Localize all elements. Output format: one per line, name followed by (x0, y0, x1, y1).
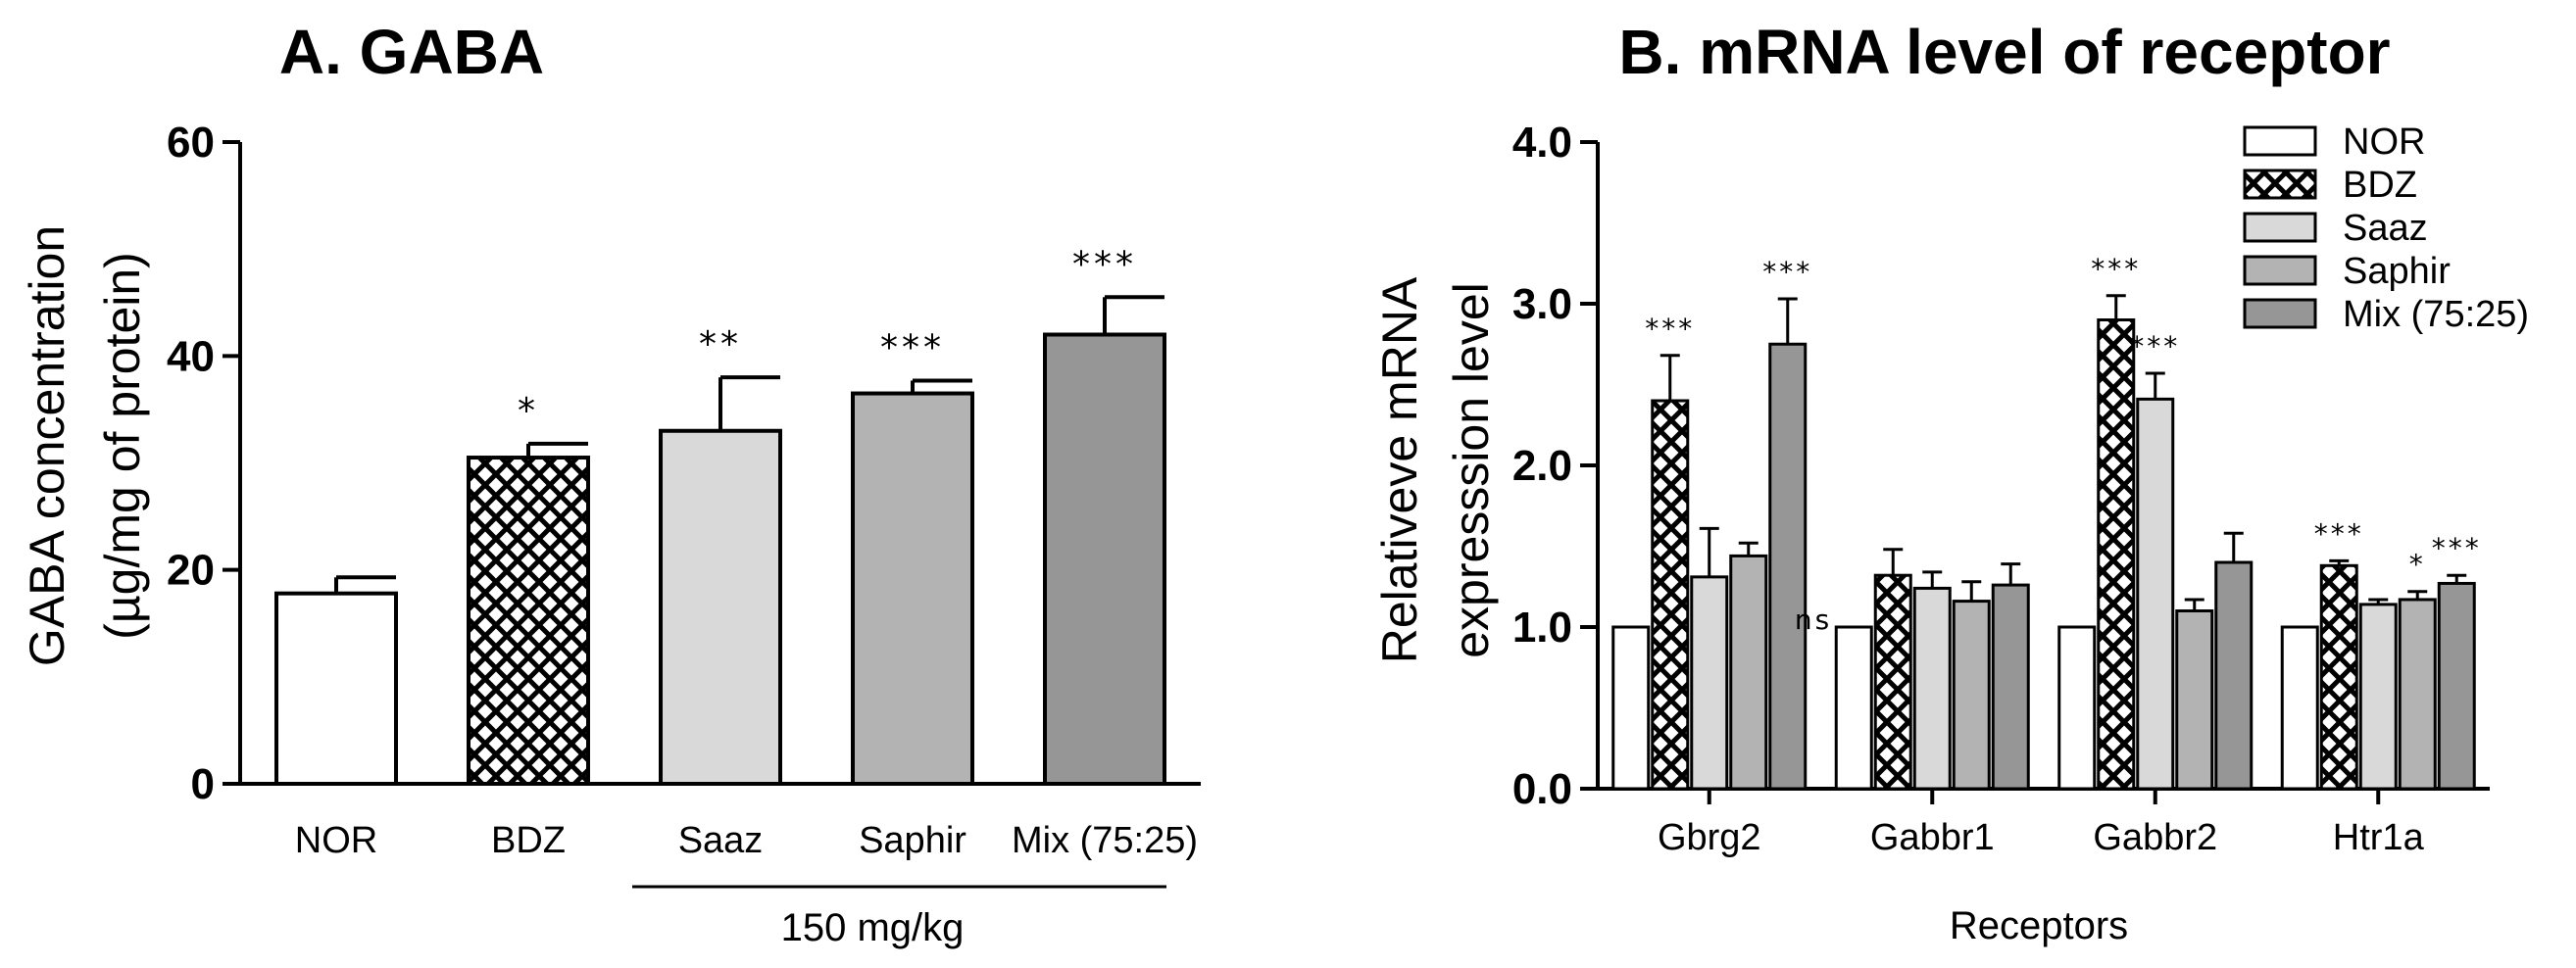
chart-b-title: B. mRNA level of receptor (1618, 17, 2390, 87)
chart-b-legend-swatch (2243, 298, 2317, 329)
chart-b-bar (2175, 609, 2214, 791)
chart-a-xtick-label: NOR (295, 820, 377, 861)
chart-b-bar (2437, 581, 2476, 791)
chart-b-legend-label: NOR (2343, 121, 2425, 163)
chart-a-ytick-label: 0 (191, 760, 215, 808)
chart-b-bar (1729, 554, 1768, 791)
chart-b-xtick-label: Htr1a (2333, 817, 2425, 858)
chart-a-bar (1043, 332, 1166, 786)
chart-b-significance: *** (2091, 253, 2141, 285)
chart-b-bar (1651, 399, 1690, 791)
chart-b-ytick-label: 3.0 (1512, 280, 1572, 328)
chart-b-bar (1991, 583, 2030, 791)
chart-b-bar (2214, 560, 2254, 791)
chart-a-xlabel: 150 mg/kg (781, 906, 965, 949)
chart-b-xtick-label: Gabbr2 (2093, 817, 2217, 858)
chart-b-significance: * (2409, 549, 2426, 581)
chart-a-bar (467, 456, 590, 786)
chart-a-ylabel-line2: (µg/mg of protein) (95, 252, 150, 640)
chart-b-bar (1912, 586, 1952, 791)
chart-b-bar (2280, 625, 2319, 791)
chart-b-bar (2319, 563, 2358, 791)
chart-b-legend-label: Saphir (2343, 251, 2451, 292)
chart-b-ytick-label: 2.0 (1512, 442, 1572, 490)
chart-b-ytick-label: 1.0 (1512, 604, 1572, 652)
chart-a-xtick-label: Mix (75:25) (1012, 820, 1198, 861)
chart-b-marks: 0.0 1.0 2.0 3.0 4.0 Gbrg2 *** *** Gabbr1 ns Gabbr2… (1512, 119, 2490, 858)
chart-b-bar (2136, 397, 2175, 791)
chart-b-xlabel: Receptors (1950, 904, 2128, 947)
chart-b-legend-swatch (2243, 125, 2317, 157)
chart-b-legend-label: Saaz (2343, 208, 2428, 249)
chart-b-legend-swatch (2243, 169, 2317, 200)
chart-b-significance: *** (2314, 517, 2364, 550)
chart-b-xtick-label: Gbrg2 (1658, 817, 1761, 858)
chart-b-significance: *** (2130, 330, 2180, 363)
chart-b-bar (1834, 625, 1873, 791)
chart-b-bar (2398, 598, 2437, 791)
chart-a-bar (851, 391, 974, 786)
chart-a-title: A. GABA (279, 17, 544, 87)
chart-a-gaba: A. GABA GABA concentration (µg/mg of pro… (20, 17, 1201, 949)
chart-b-legend-label: Mix (75:25) (2343, 294, 2529, 335)
chart-b-bar (2358, 603, 2398, 791)
chart-b-bar (1690, 575, 1729, 791)
chart-b-bar (1611, 625, 1651, 791)
chart-b-significance: *** (1645, 313, 1695, 345)
chart-b-ylabel-line2: expresssion level (1444, 282, 1499, 658)
chart-a-xtick-label: BDZ (491, 820, 566, 861)
chart-a-ytick-label: 20 (167, 547, 215, 595)
chart-a-ytick-label: 40 (167, 332, 215, 380)
chart-a-significance: *** (880, 327, 945, 367)
chart-b-bar (2057, 625, 2097, 791)
chart-b-bar (1873, 573, 1912, 791)
chart-a-ylabel: GABA concentration (20, 225, 74, 666)
chart-b-significance: *** (1762, 256, 1812, 288)
chart-b-ylabel: Relativeve mRNA (1372, 276, 1427, 663)
chart-a-significance: *** (1072, 244, 1137, 284)
chart-b-ytick-label: 4.0 (1512, 119, 1572, 167)
chart-b-bar (1952, 600, 1991, 791)
chart-b-mrna: B. mRNA level of receptor Relativeve mRN… (1372, 17, 2529, 947)
chart-a-significance: ** (699, 324, 742, 364)
chart-a-ytick-label: 60 (167, 119, 215, 167)
chart-b-significance: *** (2432, 532, 2482, 564)
chart-b-bar (2097, 318, 2136, 791)
chart-a-marks: 0 20 40 60 NOR BDZ * Saaz ** Saphir *** Mix (75:25)… (167, 119, 1201, 889)
chart-b-ytick-label: 0.0 (1512, 765, 1572, 813)
chart-a-significance: * (518, 391, 539, 431)
chart-a-xtick-label: Saphir (859, 820, 966, 861)
chart-b-bar (1768, 342, 1808, 791)
chart-a-bar (274, 591, 398, 787)
chart-b-legend-swatch (2243, 212, 2317, 243)
chart-a-xtick-label: Saaz (678, 820, 764, 861)
chart-b-legend-label: BDZ (2343, 165, 2417, 206)
chart-b-legend-swatch (2243, 255, 2317, 286)
chart-a-bar (659, 428, 782, 786)
chart-b-significance: ns (1795, 604, 1832, 636)
chart-b-xtick-label: Gabbr1 (1870, 817, 1995, 858)
